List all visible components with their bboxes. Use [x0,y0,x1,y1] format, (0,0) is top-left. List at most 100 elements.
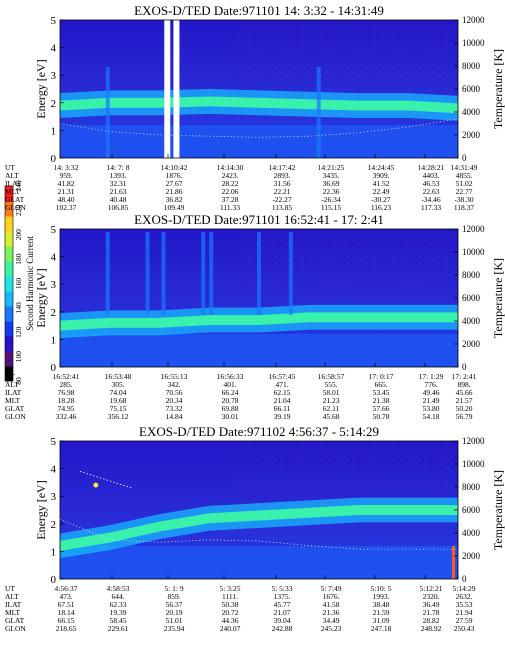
table-cell: 62.15 [274,388,291,397]
table-cell: 57.66 [373,404,390,413]
table-cell: 21.78 [423,608,440,617]
table-cell: 53.45 [373,388,390,397]
table-cell: 14:21:25 [318,163,345,172]
table-cell: 1375. [274,592,291,601]
table-cell: 242.88 [272,624,293,633]
y-tick-label: 4 [51,252,57,264]
table-cell: 245.23 [321,624,342,633]
table-cell: 16:56:33 [217,372,244,381]
data-gap [173,20,180,158]
colorbar-segment [5,216,13,232]
table-cell: 5: 5:33 [271,584,292,593]
y2-tick-label: 10000 [462,38,485,48]
table-cell: 76.98 [58,388,75,397]
y-axis-label: Energy [eV] [34,268,48,327]
table-cell: 113.85 [272,203,293,212]
vertical-streak [145,232,150,315]
table-cell: 1993. [373,592,390,601]
colorbar-segment [5,276,13,292]
y-tick-label: 3 [51,70,57,82]
table-cell: 67.51 [58,600,75,609]
table-row-label: ALT [5,380,19,389]
table-cell: 21.23 [323,396,340,405]
table-cell: 644. [111,592,124,601]
y-axis-label: Energy [eV] [34,480,48,539]
table-cell: 248.92 [421,624,442,633]
table-row-label: ILAT [5,600,22,609]
table-cell: 27.67 [166,179,183,188]
y2-tick-label: 6000 [462,84,481,94]
colorbar-segment [5,246,13,262]
table-cell: 37.28 [222,195,239,204]
table-cell: 5: 1: 9 [164,584,183,593]
colorbar-tick-label: 140 [14,302,23,314]
y-tick-label: 0 [51,362,57,374]
panels: EXOS-D/TED Date:971101 14: 3:32 - 14:31:… [5,3,505,633]
table-cell: 116.23 [371,203,392,212]
table-cell: 36.49 [423,600,440,609]
data-gap [164,20,171,158]
table-cell: 21.94 [456,608,473,617]
table-cell: 74.04 [110,388,127,397]
table-cell: 41.82 [58,179,75,188]
table-cell: 17: 0:17 [369,372,394,381]
table-cell: 53.80 [423,404,440,413]
table-row-label: GLON [5,412,26,421]
table-cell: 21.07 [274,608,291,617]
table-cell: 21.63 [110,187,127,196]
table-cell: 218.65 [56,624,77,633]
y2-tick-label: 2000 [462,339,481,349]
table-cell: 16:55:13 [161,372,188,381]
colorbar-tick-label: 220 [14,205,23,217]
table-cell: 16:53:48 [105,372,132,381]
table-cell: 16:57:45 [269,372,296,381]
y-axis-label: Energy [eV] [34,59,48,118]
table-cell: 18.14 [58,608,75,617]
table-cell: 21.57 [456,396,473,405]
table-cell: 22.21 [274,187,291,196]
y-tick-label: 1 [51,125,57,137]
table-cell: 5: 7:49 [320,584,341,593]
table-cell: -26.34 [321,195,341,204]
vertical-streak [201,232,206,315]
y2-tick-label: 10000 [462,459,485,469]
vertical-streak [105,232,110,315]
table-cell: 36.82 [166,195,183,204]
colorbar-segment [5,201,13,217]
colorbar-segment [5,231,13,247]
table-cell: 20.72 [222,608,239,617]
table-row-label: UT [5,163,15,172]
table-cell: 111.33 [220,203,240,212]
table-row-label: UT [5,584,15,593]
table-cell: 22.36 [323,187,340,196]
table-cell: 240.07 [220,624,241,633]
table-cell: 3435. [323,171,340,180]
table-cell: 21.31 [58,187,75,196]
colorbar-label: Second Harmonic Current [25,236,35,331]
table-cell: 14:10:42 [161,163,188,172]
colorbar-segment [5,306,13,322]
y-tick-label: 0 [51,153,57,165]
y2-tick-label: 8000 [462,61,481,71]
bright-spot [93,482,99,488]
table-cell: 14:28:21 [418,163,445,172]
table-row-label: GLON [5,203,26,212]
y-tick-label: 2 [51,307,57,319]
y2-tick-label: 0 [462,153,467,163]
table-cell: 22.06 [222,187,239,196]
table-cell: 3909. [373,171,390,180]
table-row-label: ILAT [5,388,22,397]
table-cell: 859. [167,592,180,601]
table-cell: 109.49 [164,203,185,212]
table-cell: 58.01 [323,388,340,397]
table-cell: 21.36 [323,608,340,617]
table-cell: 20.78 [222,396,239,405]
table-row-label: GLON [5,624,26,633]
y2-tick-label: 0 [462,574,467,584]
table-cell: 4855. [456,171,473,180]
table-cell: 34.49 [323,616,340,625]
table-cell: 31.56 [274,179,291,188]
table-cell: 4403. [423,171,440,180]
spectrogram-panel-1: EXOS-D/TED Date:971101 14: 3:32 - 14:31:… [5,3,505,212]
